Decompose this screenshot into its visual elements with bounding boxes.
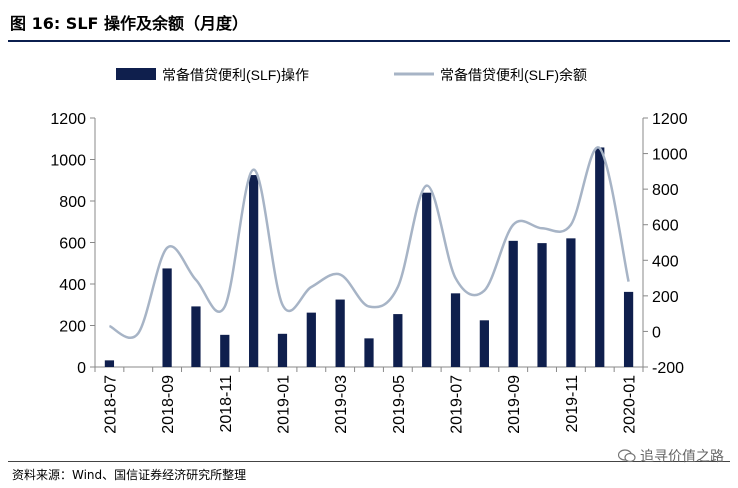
x-tick-label: 2019-03 xyxy=(333,375,350,434)
bar xyxy=(306,312,316,367)
bar xyxy=(479,320,489,367)
axes: 0 200 400 600 800 1000 1200 -200 0 200 400 600 800 10… xyxy=(50,111,687,434)
right-tick-label: 600 xyxy=(652,218,679,235)
right-tick-label: -200 xyxy=(652,360,684,377)
bar xyxy=(566,238,576,367)
bar xyxy=(537,243,547,367)
right-tick-label: 1000 xyxy=(652,147,688,164)
watermark: 追寻价值之路 xyxy=(617,446,724,466)
bar xyxy=(393,314,403,367)
wechat-icon xyxy=(617,449,636,463)
left-tick-label: 800 xyxy=(59,194,86,211)
bar xyxy=(508,240,518,367)
bar xyxy=(104,360,115,367)
left-tick-label: 1200 xyxy=(50,111,86,128)
right-tick-label: 400 xyxy=(652,253,679,270)
page-title: 图 16: SLF 操作及余额（月度） xyxy=(10,14,249,33)
line-path xyxy=(108,146,630,339)
source-note: 资料来源：Wind、国信证券经济研究所整理 xyxy=(12,468,247,482)
legend-label-bar: 常备借贷便利(SLF)操作 xyxy=(162,67,309,83)
source-divider xyxy=(8,461,730,462)
x-tick-label: 2019-11 xyxy=(564,375,581,433)
chart: 常备借贷便利(SLF)操作 常备借贷便利(SLF)余额 0 200 400 600 80… xyxy=(50,67,687,434)
x-tick-label: 2018-07 xyxy=(102,375,119,434)
bar xyxy=(450,293,461,367)
legend-label-line: 常备借贷便利(SLF)余额 xyxy=(440,67,587,83)
x-tick-label: 2020-01 xyxy=(622,375,639,434)
bar xyxy=(277,333,288,367)
legend: 常备借贷便利(SLF)操作 常备借贷便利(SLF)余额 xyxy=(116,67,587,83)
right-tick-label: 200 xyxy=(652,289,679,306)
bar xyxy=(335,299,345,367)
right-tick-label: 0 xyxy=(652,324,661,341)
bar xyxy=(422,192,432,367)
bar xyxy=(595,147,605,367)
bar xyxy=(364,338,374,367)
bar xyxy=(623,291,634,367)
watermark-text: 追寻价值之路 xyxy=(640,449,724,465)
bars xyxy=(104,147,634,367)
x-tick-label: 2019-07 xyxy=(449,375,466,434)
x-tick-label: 2018-11 xyxy=(218,375,235,433)
bar xyxy=(249,175,259,367)
x-tick-label: 2018-09 xyxy=(160,375,177,434)
left-tick-label: 0 xyxy=(77,360,86,377)
bar xyxy=(191,306,201,367)
left-tick-label: 200 xyxy=(59,319,86,336)
legend-swatch-bar xyxy=(116,68,156,80)
left-tick-label: 400 xyxy=(59,277,86,294)
line-series xyxy=(108,146,630,339)
bar xyxy=(162,268,172,367)
x-tick-label: 2019-05 xyxy=(391,375,408,434)
right-tick-label: 1200 xyxy=(652,111,688,128)
bar xyxy=(220,334,230,367)
title-divider xyxy=(8,40,730,42)
x-tick-label: 2019-01 xyxy=(275,375,292,434)
left-tick-label: 1000 xyxy=(50,153,86,170)
left-tick-label: 600 xyxy=(59,236,86,253)
x-tick-label: 2019-09 xyxy=(506,375,523,434)
right-tick-label: 800 xyxy=(652,182,679,199)
